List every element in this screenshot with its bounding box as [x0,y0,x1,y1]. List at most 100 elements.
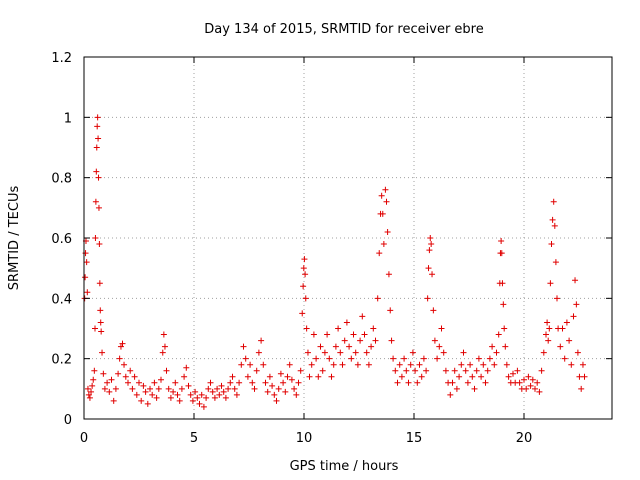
data-point [514,367,521,374]
data-point [392,367,399,374]
data-point [89,382,96,389]
data-point [211,394,218,401]
data-point [110,397,117,404]
data-point [534,379,541,386]
data-point [317,343,324,350]
data-point [572,277,579,284]
data-point [498,238,505,245]
data-point [387,307,394,314]
data-point [185,382,192,389]
data-point [125,379,131,386]
data-point [359,313,366,320]
data-point [116,355,123,362]
data-point [489,343,496,350]
data-point [94,114,101,121]
data-point [238,361,245,368]
data-point [548,241,555,248]
data-point [498,250,505,257]
data-point [86,394,93,401]
data-point [117,343,124,350]
data-point [495,331,502,338]
data-point [425,265,432,272]
data-point [264,388,271,395]
data-point [516,379,523,386]
data-point [222,394,229,401]
data-point [579,361,586,368]
data-point [451,367,458,374]
data-point [303,325,310,332]
x-tick-label: 20 [516,431,533,446]
data-point [453,385,460,392]
data-point [551,222,558,229]
data-point [430,307,437,314]
data-point [469,373,476,380]
data-point [568,361,575,368]
y-tick-label: 1.2 [51,51,72,66]
data-point [93,168,100,175]
data-point [295,379,302,386]
data-point [337,349,344,356]
data-point [442,367,449,374]
data-point [581,373,588,380]
data-point [557,343,564,350]
data-point [464,379,471,386]
data-point [90,376,97,383]
data-point [566,337,573,344]
data-point [286,361,293,368]
data-point [275,385,282,392]
data-point [176,397,183,404]
gridlines [84,57,612,419]
data-point [382,186,389,193]
data-point [225,385,232,392]
data-point [115,370,122,377]
data-point [407,361,414,368]
data-point [538,367,545,374]
data-point [414,379,421,386]
data-point [92,235,99,241]
data-point [282,388,289,395]
data-point [214,385,221,392]
data-point [550,198,557,205]
data-point [122,373,129,380]
data-point [426,247,433,254]
data-point [412,367,419,374]
data-point [449,379,456,386]
data-point [352,349,359,356]
data-point [505,373,512,380]
data-point [510,370,516,377]
data-point [96,280,103,287]
data-point [570,313,577,320]
data-point [473,367,480,374]
data-point [416,361,423,368]
data-point [302,271,309,278]
data-point [266,373,273,380]
data-point [348,355,355,362]
data-point [326,355,333,362]
data-point [127,367,134,374]
data-point [523,385,530,392]
data-point [96,241,103,248]
data-point [310,331,317,338]
data-point [552,259,559,266]
data-point [121,361,128,368]
y-tick-label: 0 [64,413,72,428]
data-point [559,325,566,332]
data-point [536,388,543,395]
data-point [324,331,331,338]
data-point [129,385,136,392]
data-point [484,367,491,374]
data-point [92,198,99,205]
data-point [300,265,307,272]
x-tick-label: 5 [190,431,198,446]
data-point [178,385,185,392]
data-point [216,391,223,398]
data-point [427,235,434,241]
data-point [104,379,111,386]
data-point [97,319,104,326]
data-point [92,325,98,332]
data-point [170,388,177,395]
data-point [158,376,164,383]
data-point [198,391,205,398]
data-point [350,331,357,338]
data-point [365,361,372,368]
